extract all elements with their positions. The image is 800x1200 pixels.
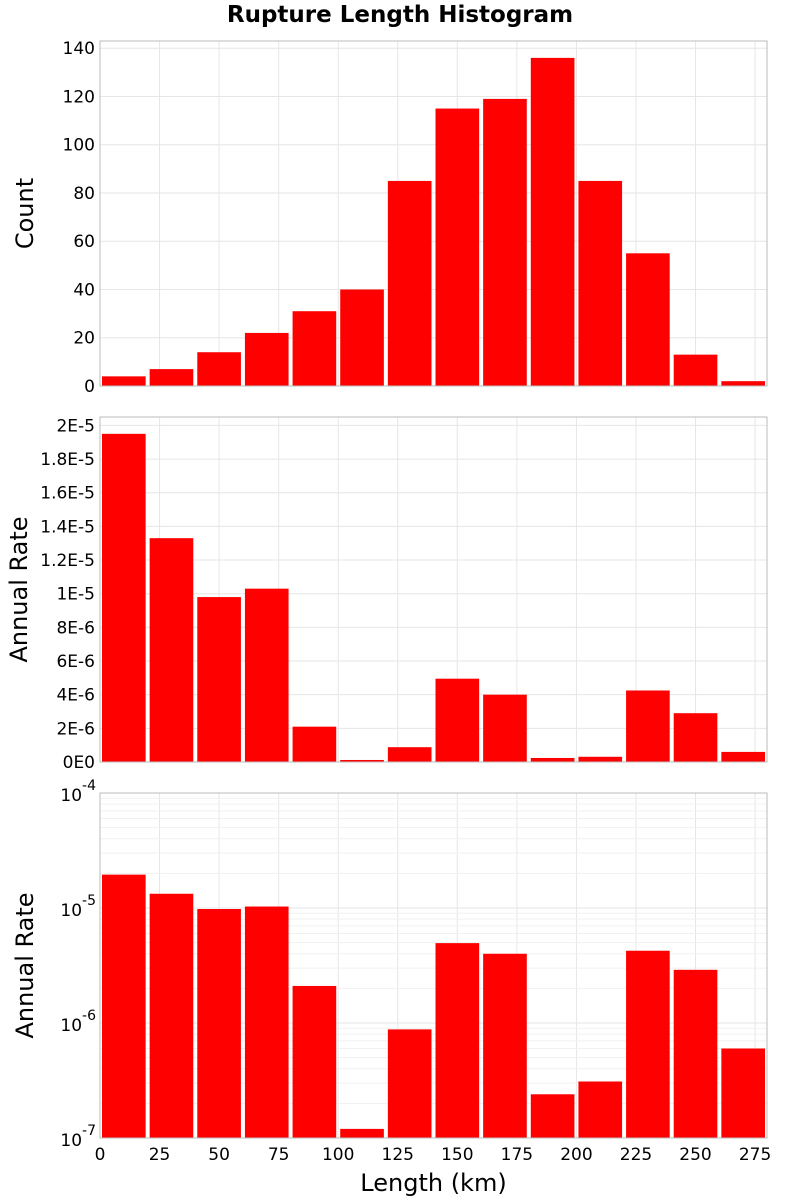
bar bbox=[721, 1048, 765, 1138]
bar bbox=[721, 751, 765, 762]
plot-frame bbox=[99, 792, 768, 1139]
y-tick-label: 100 bbox=[63, 136, 95, 156]
bar bbox=[340, 1128, 384, 1138]
bar bbox=[244, 906, 289, 1138]
bar bbox=[102, 376, 146, 386]
plot-frame bbox=[99, 40, 768, 387]
bar bbox=[387, 747, 432, 762]
y-tick-label: 10-5 bbox=[60, 893, 96, 921]
bar bbox=[721, 381, 765, 386]
bar bbox=[197, 597, 241, 762]
x-tick-label: 75 bbox=[268, 1145, 290, 1165]
bar bbox=[340, 759, 384, 762]
y-tick-label: 20 bbox=[73, 329, 95, 349]
bar bbox=[244, 588, 289, 762]
bar bbox=[197, 909, 241, 1138]
y-tick-label: 1.6E-5 bbox=[40, 484, 95, 504]
bar bbox=[483, 98, 527, 386]
bar bbox=[673, 713, 718, 762]
x-tick-label: 275 bbox=[739, 1145, 771, 1165]
y-tick-label: 2E-6 bbox=[56, 719, 95, 739]
bar bbox=[149, 893, 194, 1138]
chart-title: Rupture Length Histogram bbox=[226, 2, 574, 28]
bar bbox=[149, 538, 194, 762]
y-tick-base: 10 bbox=[60, 786, 82, 806]
bar bbox=[435, 108, 480, 387]
bar bbox=[530, 757, 575, 762]
y-tick-label: 120 bbox=[63, 87, 95, 107]
y-tick-base: 10 bbox=[60, 1131, 82, 1151]
y-tick-label: 6E-6 bbox=[56, 652, 95, 672]
y-tick-exponent: -4 bbox=[82, 778, 96, 794]
x-tick-label: 150 bbox=[441, 1145, 473, 1165]
x-tick-label: 100 bbox=[322, 1145, 354, 1165]
x-tick-label: 125 bbox=[382, 1145, 414, 1165]
y-tick-label: 10-4 bbox=[60, 778, 96, 806]
y-tick-base: 10 bbox=[60, 901, 82, 921]
y-axis-label: Count bbox=[11, 178, 39, 249]
y-axis-label: Annual Rate bbox=[5, 516, 33, 662]
bar bbox=[387, 180, 432, 386]
x-tick-label: 225 bbox=[620, 1145, 652, 1165]
y-tick-label: 80 bbox=[73, 184, 95, 204]
bar bbox=[626, 690, 670, 762]
y-tick-base: 10 bbox=[60, 1016, 82, 1036]
bar bbox=[673, 969, 718, 1138]
bar bbox=[292, 985, 337, 1138]
bar bbox=[340, 289, 384, 386]
x-tick-label: 25 bbox=[149, 1145, 171, 1165]
bar bbox=[102, 874, 146, 1138]
x-tick-label: 200 bbox=[560, 1145, 592, 1165]
bar bbox=[673, 354, 718, 386]
x-axis-label: Length (km) bbox=[360, 1169, 506, 1197]
y-tick-label: 0E0 bbox=[63, 753, 95, 773]
y-tick-label: 10-6 bbox=[60, 1008, 96, 1036]
y-tick-label: 1E-5 bbox=[56, 585, 95, 605]
y-tick-label: 60 bbox=[73, 232, 95, 252]
y-tick-label: 1.8E-5 bbox=[40, 450, 95, 470]
bar bbox=[483, 953, 527, 1138]
y-tick-label: 40 bbox=[73, 280, 95, 300]
bar bbox=[292, 726, 337, 762]
x-tick-label: 50 bbox=[208, 1145, 230, 1165]
bar bbox=[626, 253, 670, 386]
plot-frame bbox=[99, 416, 768, 763]
bar bbox=[530, 1094, 575, 1138]
y-tick-label: 140 bbox=[63, 39, 95, 59]
bar bbox=[578, 756, 623, 762]
y-tick-exponent: -7 bbox=[82, 1123, 96, 1139]
x-tick-label: 250 bbox=[679, 1145, 711, 1165]
bar bbox=[626, 950, 670, 1138]
y-tick-label: 8E-6 bbox=[56, 618, 95, 638]
y-tick-label: 0 bbox=[84, 377, 95, 397]
bar bbox=[435, 678, 480, 762]
bar bbox=[530, 57, 575, 386]
bar bbox=[149, 369, 194, 386]
bar bbox=[578, 1081, 623, 1138]
bar bbox=[387, 1029, 432, 1138]
y-tick-label: 4E-6 bbox=[56, 686, 95, 706]
y-tick-label: 1.2E-5 bbox=[40, 551, 95, 571]
y-tick-exponent: -5 bbox=[82, 893, 96, 909]
bar bbox=[435, 943, 480, 1138]
bar bbox=[197, 352, 241, 386]
y-tick-label: 1.4E-5 bbox=[40, 517, 95, 537]
x-tick-label: 0 bbox=[95, 1145, 106, 1165]
y-tick-label: 2E-5 bbox=[56, 416, 95, 436]
x-tick-label: 175 bbox=[501, 1145, 533, 1165]
bar bbox=[292, 311, 337, 386]
bar bbox=[578, 180, 623, 386]
bar bbox=[483, 694, 527, 762]
bar bbox=[244, 332, 289, 386]
y-tick-exponent: -6 bbox=[82, 1008, 96, 1024]
y-axis-label: Annual Rate bbox=[11, 892, 39, 1038]
y-tick-label: 10-7 bbox=[60, 1123, 96, 1151]
bar bbox=[102, 433, 146, 762]
